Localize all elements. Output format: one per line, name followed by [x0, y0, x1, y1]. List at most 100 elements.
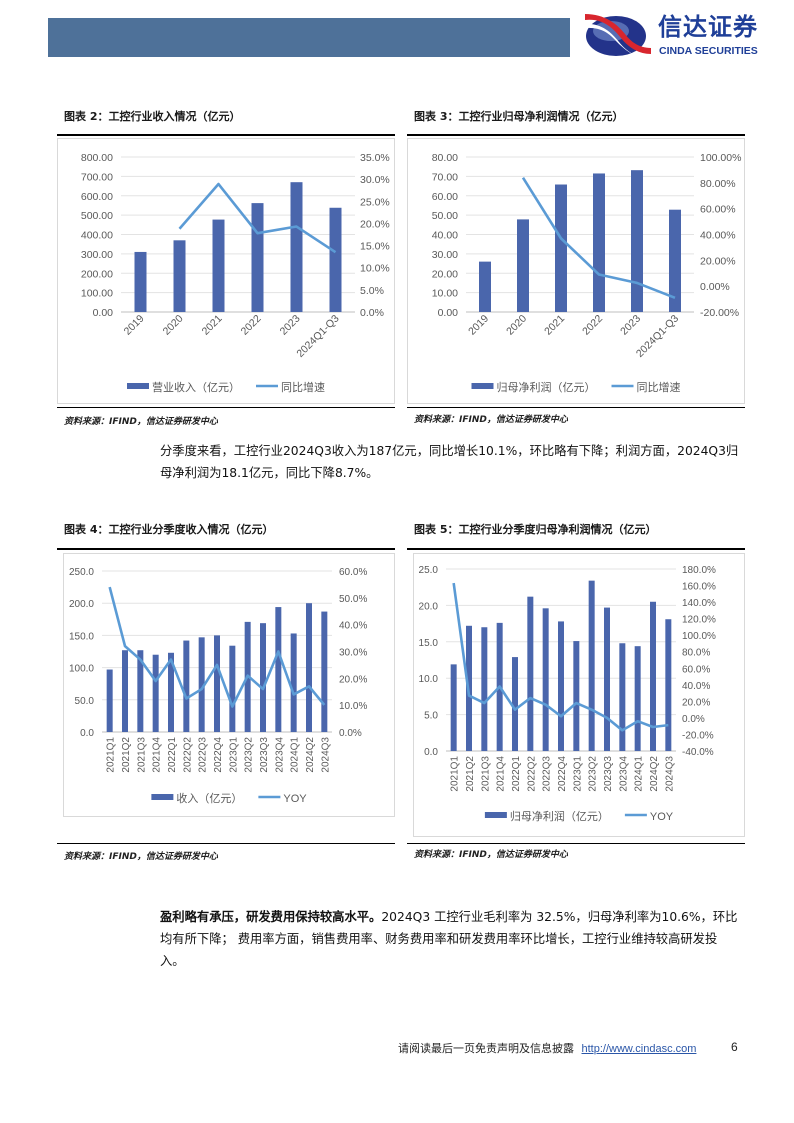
y-tick-label: 100.00 — [81, 288, 113, 300]
y-tick-label: 50.0 — [75, 696, 95, 707]
x-tick-label: 2023Q4 — [618, 756, 629, 792]
footer-url-link[interactable]: http://www.cindasc.com — [581, 1043, 697, 1055]
y-tick-label: 0.0 — [424, 747, 438, 758]
y2-tick-label: 20.0% — [682, 697, 710, 708]
logo-text-cn: 信达证券 — [658, 13, 758, 41]
y-tick-label: 25.0 — [419, 565, 439, 576]
figure-5-top-rule — [407, 548, 745, 550]
x-tick-label: 2021Q4 — [152, 737, 163, 773]
bar — [634, 646, 641, 751]
bar — [106, 669, 113, 732]
y-tick-label: 200.00 — [81, 268, 113, 280]
x-tick-label: 2022Q4 — [557, 756, 568, 792]
figure-5-chart: 0.0 5.0 10.0 15.0 20.0 25.0 -40.0% -20.0% 0.0% 20… — [413, 553, 745, 837]
x-tick-label: 2021Q4 — [496, 756, 507, 792]
x-tick-label: 2024Q3 — [320, 737, 331, 773]
y-tick-label: 20.0 — [419, 601, 439, 612]
y2-tick-label: 140.0% — [682, 598, 716, 609]
bar — [619, 643, 626, 751]
y2-tick-label: 50.0% — [339, 594, 367, 605]
y-tick-label: 100.0 — [69, 664, 94, 675]
header-bar — [48, 18, 570, 57]
x-tick-label: 2024Q2 — [649, 756, 660, 792]
figure-3-top-rule — [407, 134, 745, 136]
bar — [168, 652, 174, 732]
bar — [251, 203, 264, 312]
x-tick-label: 2022Q1 — [511, 756, 522, 792]
y-tick-label: 800.00 — [81, 152, 113, 164]
bar — [665, 619, 672, 751]
bar — [134, 251, 147, 312]
bar — [588, 580, 595, 751]
x-tick-label: 2021Q1 — [450, 756, 461, 792]
x-tick-label: 2021Q2 — [465, 756, 476, 792]
y2-tick-label: 0.0% — [360, 307, 384, 319]
bar — [329, 207, 342, 312]
x-tick-label: 2022Q1 — [167, 737, 178, 773]
y2-tick-label: 15.0% — [360, 241, 390, 253]
bar — [669, 209, 681, 312]
bar — [650, 601, 656, 751]
x-tick-label: 2022Q2 — [182, 737, 193, 773]
bar — [481, 627, 488, 751]
y2-tick-label: -20.00% — [700, 307, 739, 319]
y-tick-label: 700.00 — [81, 171, 113, 183]
x-tick-label: 2023Q2 — [244, 737, 255, 773]
paragraph-profitability: 盈利略有承压，研发费用保持较高水平。2024Q3 工控行业毛利率为 32.5%，… — [160, 906, 740, 972]
x-tick-label: 2023 — [278, 313, 303, 338]
legend-line-label: YOY — [650, 811, 674, 823]
page-number: 6 — [731, 1040, 738, 1054]
footer: 请阅读最后一页免责声明及信息披露 http://www.cindasc.com — [398, 1040, 696, 1056]
y-tick-label: 10.0 — [419, 674, 439, 685]
figure-5-bottom-rule — [407, 843, 745, 844]
legend-bar-label: 归母净利润（亿元） — [510, 809, 609, 823]
figure-4-title: 图表 4：工控行业分季度收入情况（亿元） — [64, 523, 274, 536]
bar — [542, 608, 549, 751]
bar — [152, 654, 159, 732]
x-tick-label: 2023Q3 — [603, 756, 614, 792]
y-tick-label: 10.00 — [432, 288, 458, 300]
x-tick-label: 2021 — [200, 313, 225, 338]
y-tick-label: 200.0 — [69, 599, 94, 610]
y2-tick-label: 20.0% — [339, 674, 367, 685]
y-tick-label: 50.00 — [432, 210, 458, 222]
figure-2-bottom-rule — [57, 407, 395, 408]
cinda-emblem-icon — [585, 14, 651, 58]
y2-tick-label: 35.0% — [360, 152, 390, 164]
x-tick-label: 2024Q1 — [290, 737, 301, 773]
bar — [229, 645, 236, 732]
y2-tick-label: 80.00% — [700, 178, 736, 190]
y2-tick-label: 5.0% — [360, 285, 384, 297]
bar — [260, 623, 266, 732]
y-tick-label: 20.00 — [432, 268, 458, 280]
x-tick-label: 2021Q3 — [480, 756, 491, 792]
logo-text-en: CINDA SECURITIES — [659, 45, 758, 57]
legend-bar-label: 营业收入（亿元） — [152, 380, 240, 394]
x-tick-label: 2020 — [161, 313, 186, 338]
y-tick-label: 15.0 — [419, 638, 439, 649]
bar — [214, 635, 220, 732]
y-tick-label: 0.0 — [80, 728, 94, 739]
x-tick-label: 2024Q1 — [634, 756, 645, 792]
y-tick-label: 60.00 — [432, 191, 458, 203]
y2-tick-label: 10.0% — [360, 263, 390, 275]
figure-3-chart: 0.00 10.00 20.00 30.00 40.00 50.00 60.00 70.00 8… — [407, 138, 745, 404]
y2-tick-label: 10.0% — [339, 701, 367, 712]
y2-tick-label: 0.0% — [682, 714, 705, 725]
legend-line-label: YOY — [283, 793, 307, 805]
y2-tick-label: 30.0% — [360, 174, 390, 186]
yoy-line — [178, 182, 337, 254]
bar — [290, 633, 297, 732]
figure-3-title: 图表 3：工控行业归母净利润情况（亿元） — [414, 110, 624, 123]
yoy-line — [452, 582, 669, 732]
y-tick-label: 0.00 — [438, 307, 459, 319]
x-tick-label: 2022 — [239, 313, 264, 338]
x-tick-label: 2022Q3 — [198, 737, 209, 773]
figure-2-top-rule — [57, 134, 395, 136]
x-tick-label: 2023Q4 — [274, 737, 285, 773]
cinda-logo: 信达证券 CINDA SECURITIES — [583, 14, 788, 62]
x-tick-label: 2024Q2 — [305, 737, 316, 773]
y-tick-label: 400.00 — [81, 230, 113, 242]
y-tick-label: 30.00 — [432, 249, 458, 261]
bar — [173, 240, 186, 312]
